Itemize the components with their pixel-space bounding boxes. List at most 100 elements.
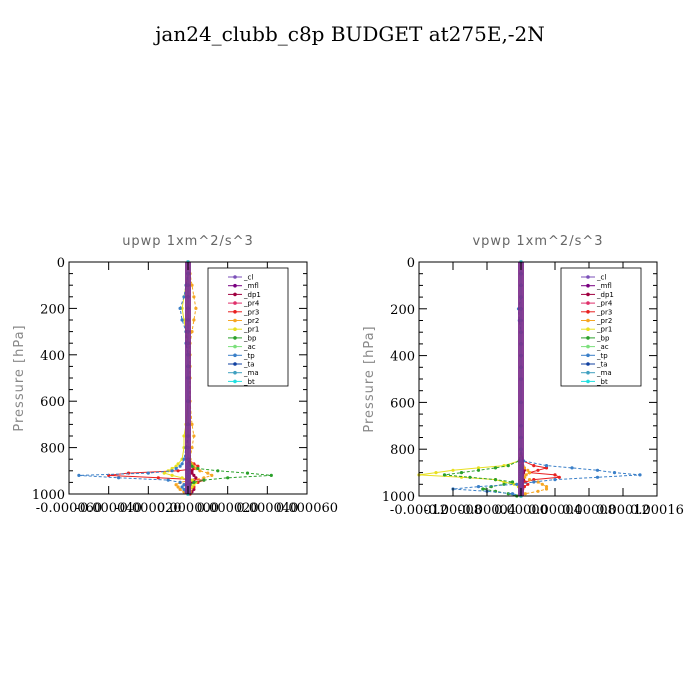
data-point (202, 476, 206, 480)
y-tick-label: 600 (40, 395, 65, 410)
legend-box (207, 267, 289, 387)
legend-marker (586, 301, 590, 305)
data-point (182, 457, 186, 461)
data-point (190, 471, 194, 475)
legend-label: _dp1 (596, 291, 614, 299)
legend-label: _pr4 (243, 300, 260, 308)
legend-marker (586, 292, 590, 297)
data-point (117, 476, 121, 480)
data-point (170, 473, 174, 477)
x-tick-label: 0.000040 (236, 501, 298, 516)
legend-marker (586, 318, 590, 323)
data-point (476, 468, 481, 472)
data-point (190, 446, 194, 450)
data-point (192, 480, 196, 484)
data-point (527, 478, 532, 482)
data-point (451, 468, 455, 472)
legend-marker (586, 344, 590, 349)
y-tick-label: 400 (390, 350, 415, 365)
data-point (544, 485, 549, 489)
data-point (194, 476, 198, 480)
zero-line-markers (185, 262, 191, 494)
data-point (190, 478, 194, 482)
y-tick-label: 800 (390, 443, 415, 458)
data-point (196, 464, 200, 468)
data-point (468, 475, 472, 479)
data-point (192, 318, 196, 322)
series-line-bp (444, 262, 522, 497)
y-tick-label: 0 (407, 256, 415, 271)
legend-marker (233, 310, 237, 314)
data-point (174, 464, 178, 468)
legend-label: _ta (243, 361, 255, 369)
legend-marker (586, 379, 590, 384)
data-point (180, 485, 184, 489)
legend-marker (586, 327, 590, 332)
data-point (612, 471, 617, 475)
data-point (515, 482, 519, 486)
data-point (553, 473, 557, 477)
legend-label: _pr1 (243, 326, 259, 334)
data-point (182, 487, 186, 491)
data-point (190, 469, 194, 473)
y-axis-label: Pressure [hPa] (362, 325, 377, 432)
data-point (192, 473, 196, 477)
legend-marker (586, 370, 590, 375)
data-point (442, 473, 447, 477)
data-point (176, 469, 180, 473)
panel-vpwp: vpwp 1xm^2/s^3 Pressure [hPa] 0 200 400 600 80… (362, 234, 684, 518)
data-point (570, 466, 574, 470)
legend-marker (233, 344, 237, 349)
legend-label: _pr3 (243, 308, 259, 316)
data-point (481, 487, 485, 491)
figure-title: jan24_clubb_c8p BUDGET at275E,-2N (153, 22, 545, 46)
data-point (162, 471, 166, 475)
data-point (180, 476, 184, 480)
data-point (476, 485, 481, 489)
panel-title: upwp 1xm^2/s^3 (122, 234, 254, 249)
data-point (190, 330, 194, 334)
legend-label: _mfl (243, 282, 259, 290)
data-point (170, 466, 174, 471)
data-point (190, 422, 194, 426)
data-point (510, 480, 515, 484)
legend-label: _bp (243, 334, 257, 342)
legend-marker (233, 379, 237, 384)
legend-label: _pr1 (596, 326, 612, 334)
data-point (506, 464, 510, 468)
panel-upwp: upwp 1xm^2/s^3 Pressure [hPa] 0 200 400 600 80… (12, 234, 338, 516)
legend-marker (233, 318, 237, 323)
legend-label: _dp1 (243, 291, 261, 299)
legend-label: _bt (596, 378, 608, 386)
data-point (182, 295, 186, 299)
data-point (595, 475, 600, 479)
panel-title: vpwp 1xm^2/s^3 (472, 234, 603, 249)
x-tick-label: 0.00012 (596, 503, 650, 518)
y-tick-label: 400 (40, 349, 65, 364)
legend-marker (233, 336, 237, 340)
data-point (174, 466, 178, 471)
data-point (226, 476, 230, 480)
data-point (182, 483, 186, 487)
legend-marker (586, 275, 590, 279)
legend-label: _cl (243, 274, 253, 282)
legend-marker (586, 310, 590, 314)
data-point (245, 471, 250, 475)
data-point (476, 466, 481, 470)
data-point (523, 492, 527, 496)
series-line-tp (78, 262, 189, 495)
data-point (146, 471, 150, 475)
data-point (178, 487, 182, 491)
legend-marker (233, 301, 237, 305)
data-point (206, 471, 210, 475)
legend-label: _ma (243, 369, 259, 377)
y-tick-label: 1000 (382, 490, 415, 505)
data-point (524, 473, 528, 477)
data-point (178, 464, 182, 468)
data-point (493, 478, 498, 482)
data-point (77, 473, 81, 477)
legend-marker (586, 353, 590, 358)
data-point (216, 469, 220, 473)
series-line-pr3 (520, 262, 561, 496)
data-point (178, 306, 182, 310)
